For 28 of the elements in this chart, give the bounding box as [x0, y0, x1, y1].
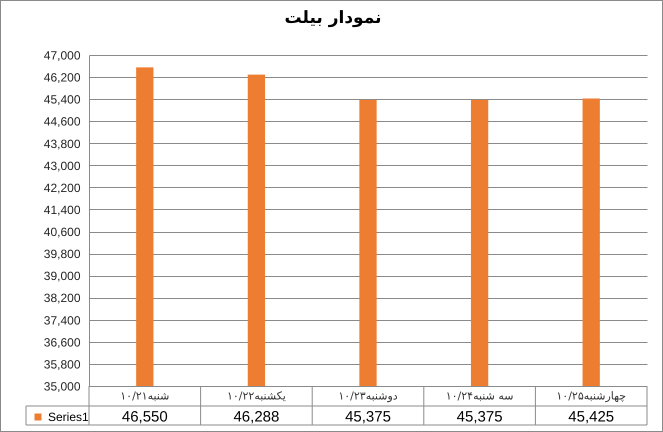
y-tick-label: 46,200	[44, 70, 81, 85]
y-tick-label: 40,600	[44, 225, 81, 240]
y-tick-label: 43,000	[44, 158, 81, 173]
y-tick-label: 39,800	[44, 247, 81, 262]
chart-title: نمودار بیلت	[284, 8, 382, 28]
y-tick-label: 36,600	[44, 335, 81, 350]
y-tick-label: 35,800	[44, 357, 81, 372]
y-tick-label: 43,800	[44, 136, 81, 151]
y-tick-label: 47,000	[44, 48, 81, 62]
x-tick-label: یکشنبه۱۰/۲۲	[226, 390, 286, 402]
y-tick-label: 44,600	[44, 114, 81, 129]
y-tick-label: 42,200	[44, 180, 81, 195]
x-tick-label: دوشنبه۱۰/۲۳	[338, 390, 398, 402]
y-tick-label: 39,000	[44, 269, 81, 284]
data-label: 45,425	[568, 408, 614, 426]
data-label: 46,550	[122, 408, 168, 426]
x-tick-label: سه شنبه۱۰/۲۴	[446, 390, 514, 402]
y-tick-label: 37,400	[44, 313, 81, 328]
y-tick-label: 35,000	[44, 380, 81, 394]
data-label: 45,375	[456, 408, 503, 426]
data-label: 46,288	[233, 408, 280, 426]
x-tick-label: شنبه۱۰/۲۱	[120, 390, 170, 402]
y-tick-label: 41,400	[44, 202, 81, 217]
legend-label: Series1	[48, 410, 90, 424]
data-label: 45,375	[345, 408, 391, 426]
y-tick-label: 45,400	[44, 92, 81, 107]
x-tick-label: چهارشنبه۱۰/۲۵	[556, 390, 626, 402]
y-tick-label: 38,200	[44, 291, 81, 306]
